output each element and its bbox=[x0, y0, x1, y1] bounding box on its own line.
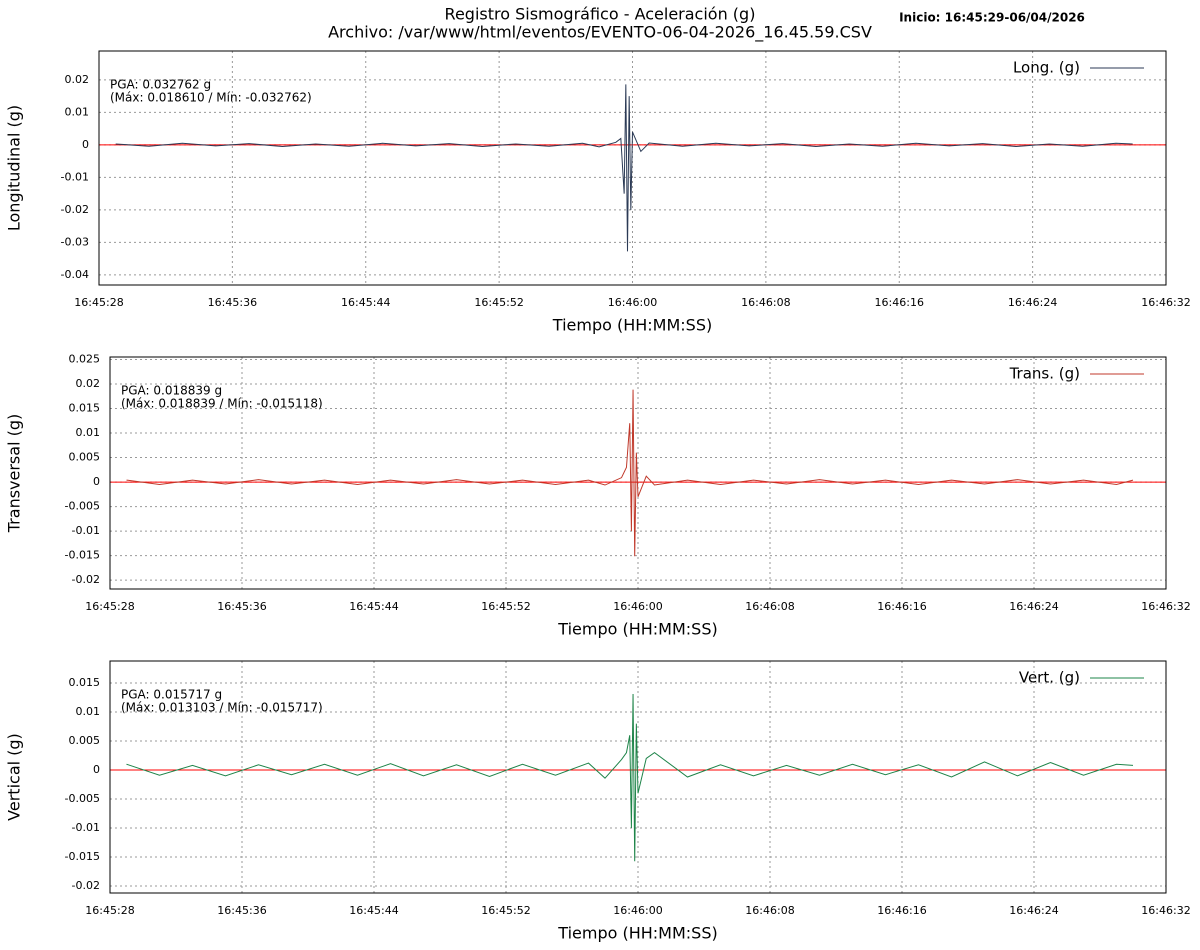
x-tick-label: 16:46:00 bbox=[613, 904, 662, 917]
annotation: (Máx: 0.013103 / Mín: -0.015717) bbox=[121, 701, 323, 715]
annotation: (Máx: 0.018839 / Mín: -0.015118) bbox=[121, 397, 323, 411]
y-tick-label: -0.01 bbox=[61, 170, 89, 183]
x-tick-label: 16:45:52 bbox=[481, 904, 530, 917]
y-tick-label: 0.01 bbox=[76, 426, 101, 439]
annotation: PGA: 0.032762 g bbox=[110, 78, 211, 92]
x-tick-label: 16:46:16 bbox=[877, 600, 926, 613]
annotation: PGA: 0.015717 g bbox=[121, 688, 222, 702]
x-axis-label: Tiempo (HH:MM:SS) bbox=[557, 924, 717, 943]
x-axis-label: Tiempo (HH:MM:SS) bbox=[557, 620, 717, 639]
x-tick-label: 16:46:32 bbox=[1141, 600, 1190, 613]
x-tick-label: 16:45:28 bbox=[74, 296, 123, 309]
y-axis-label: Longitudinal (g) bbox=[5, 105, 24, 231]
x-tick-label: 16:46:08 bbox=[745, 904, 794, 917]
plot-frame bbox=[109, 356, 1167, 590]
x-tick-label: 16:45:44 bbox=[349, 600, 398, 613]
chart-subtitle: Archivo: /var/www/html/eventos/EVENTO-06… bbox=[328, 23, 872, 43]
legend-label: Vert. (g) bbox=[1019, 669, 1080, 687]
y-tick-label: -0.015 bbox=[65, 850, 100, 863]
y-tick-label: 0.01 bbox=[65, 105, 90, 118]
y-tick-label: 0.015 bbox=[69, 676, 101, 689]
x-tick-label: 16:45:44 bbox=[349, 904, 398, 917]
legend-label: Long. (g) bbox=[1013, 59, 1080, 77]
x-axis-label: Tiempo (HH:MM:SS) bbox=[552, 316, 712, 335]
x-tick-label: 16:45:52 bbox=[481, 600, 530, 613]
data-line bbox=[126, 694, 1134, 862]
y-tick-label: 0 bbox=[93, 763, 100, 776]
x-tick-label: 16:46:24 bbox=[1009, 600, 1058, 613]
y-tick-label: -0.03 bbox=[61, 235, 89, 248]
x-tick-label: 16:46:08 bbox=[745, 600, 794, 613]
x-tick-label: 16:45:36 bbox=[217, 600, 266, 613]
data-line bbox=[115, 84, 1133, 252]
y-tick-label: 0.02 bbox=[65, 73, 90, 86]
x-tick-label: 16:46:00 bbox=[613, 600, 662, 613]
y-tick-label: 0.005 bbox=[69, 451, 101, 464]
annotation: PGA: 0.018839 g bbox=[121, 384, 222, 398]
x-tick-label: 16:46:08 bbox=[741, 296, 790, 309]
x-tick-label: 16:45:28 bbox=[85, 600, 134, 613]
x-tick-label: 16:46:24 bbox=[1008, 296, 1057, 309]
chart-title: Registro Sismográfico - Aceleración (g) bbox=[445, 5, 756, 24]
x-tick-label: 16:46:24 bbox=[1009, 904, 1058, 917]
x-tick-label: 16:45:52 bbox=[474, 296, 523, 309]
start-label: Inicio: 16:45:29-06/04/2026 bbox=[899, 11, 1085, 25]
x-tick-label: 16:45:44 bbox=[341, 296, 390, 309]
x-tick-label: 16:45:28 bbox=[85, 904, 134, 917]
x-tick-label: 16:45:36 bbox=[217, 904, 266, 917]
x-tick-label: 16:46:16 bbox=[875, 296, 924, 309]
y-tick-label: 0.015 bbox=[69, 402, 101, 415]
y-tick-label: -0.015 bbox=[65, 549, 100, 562]
x-tick-label: 16:46:32 bbox=[1141, 904, 1190, 917]
y-tick-label: -0.01 bbox=[72, 821, 100, 834]
y-tick-label: 0.01 bbox=[76, 705, 101, 718]
y-tick-label: -0.02 bbox=[61, 203, 89, 216]
x-tick-label: 16:46:16 bbox=[877, 904, 926, 917]
y-tick-label: -0.005 bbox=[65, 792, 100, 805]
y-axis-label: Transversal (g) bbox=[5, 414, 24, 533]
y-tick-label: -0.02 bbox=[72, 879, 100, 892]
y-tick-label: -0.01 bbox=[72, 524, 100, 537]
legend-label: Trans. (g) bbox=[1009, 365, 1080, 383]
annotation: (Máx: 0.018610 / Mín: -0.032762) bbox=[110, 91, 312, 105]
y-tick-label: 0.02 bbox=[76, 377, 101, 390]
x-tick-label: 16:46:32 bbox=[1141, 296, 1190, 309]
plot-frame bbox=[109, 660, 1167, 894]
y-tick-label: -0.005 bbox=[65, 500, 100, 513]
x-tick-label: 16:46:00 bbox=[608, 296, 657, 309]
x-tick-label: 16:45:36 bbox=[208, 296, 257, 309]
data-line bbox=[126, 389, 1134, 557]
y-tick-label: 0 bbox=[82, 138, 89, 151]
y-axis-label: Vertical (g) bbox=[5, 733, 24, 821]
y-tick-label: 0.005 bbox=[69, 734, 101, 747]
y-tick-label: 0 bbox=[93, 475, 100, 488]
y-tick-label: -0.02 bbox=[72, 573, 100, 586]
y-tick-label: -0.04 bbox=[61, 268, 89, 281]
plot-frame bbox=[98, 50, 1167, 286]
y-tick-label: 0.025 bbox=[69, 352, 101, 365]
